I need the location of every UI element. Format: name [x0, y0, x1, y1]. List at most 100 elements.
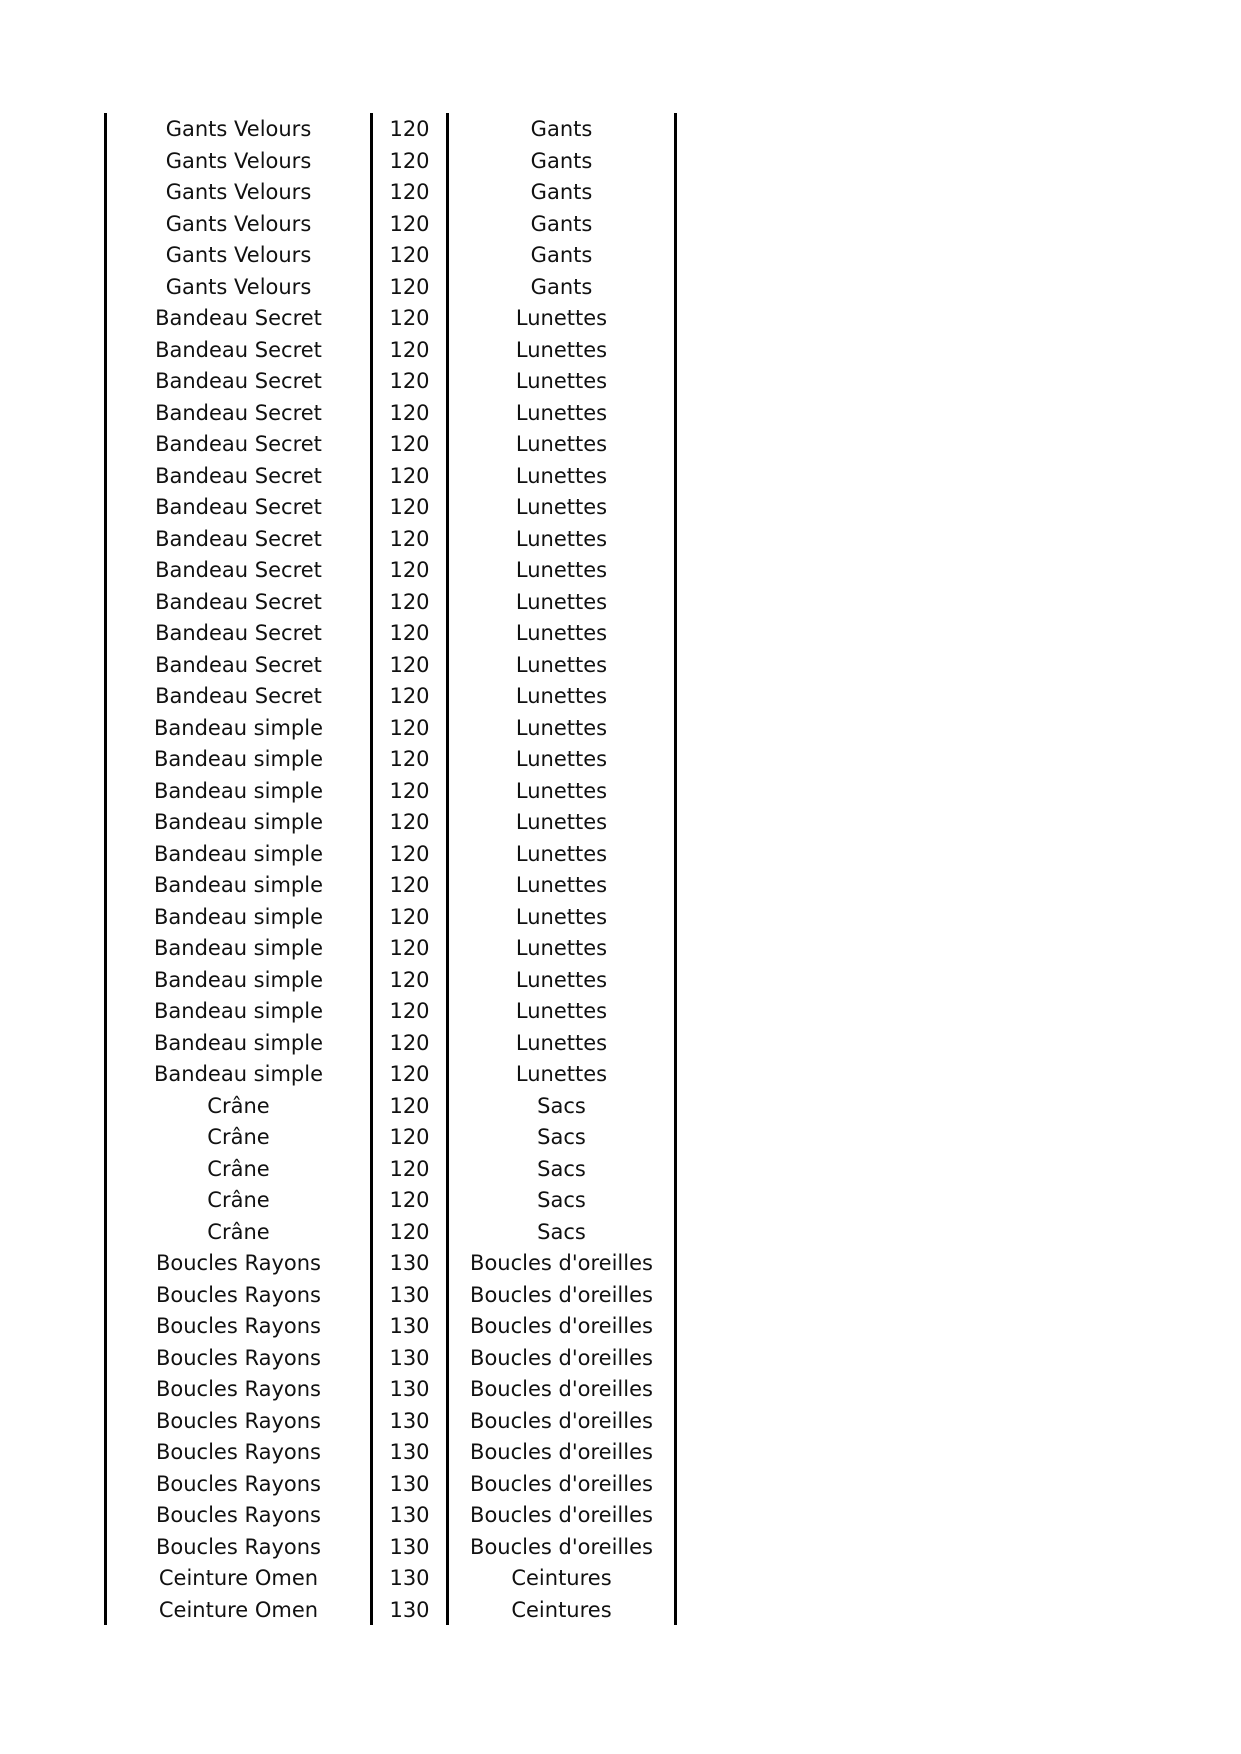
item-price: 130	[389, 1282, 430, 1307]
item-price: 120	[389, 369, 430, 393]
item-category: Lunettes	[515, 526, 608, 551]
item-name: Bandeau simple	[153, 1062, 323, 1086]
item-price: 120	[389, 999, 430, 1023]
item-category: Lunettes	[515, 495, 608, 519]
item-category: Sacs	[537, 1188, 586, 1212]
table-border	[104, 113, 107, 1625]
item-category: Lunettes	[515, 715, 608, 740]
item-name: Boucles Rayons	[155, 1471, 321, 1496]
item-category: Boucles d'oreilles	[470, 1471, 653, 1496]
item-name: Boucles Rayons	[155, 1440, 321, 1464]
item-price: 130	[389, 1408, 430, 1433]
item-name: Gants Velours	[165, 211, 312, 236]
item-name: Bandeau Secret	[155, 558, 322, 582]
item-category: Boucles d'oreilles	[470, 1314, 653, 1338]
item-price: 130	[389, 1440, 430, 1464]
item-name: Bandeau simple	[153, 841, 323, 866]
item-category: Gants	[530, 243, 593, 267]
item-category: Gants	[530, 274, 593, 299]
item-name: Ceinture Omen	[158, 1597, 319, 1622]
item-price: 120	[389, 211, 430, 236]
item-price: 120	[389, 180, 430, 204]
item-price: 130	[389, 1377, 430, 1401]
item-name: Bandeau Secret	[155, 400, 322, 425]
item-price: 120	[389, 558, 430, 582]
item-name: Bandeau Secret	[155, 684, 322, 708]
item-name: Bandeau simple	[153, 999, 323, 1023]
item-category: Sacs	[537, 1093, 586, 1118]
item-price: 120	[389, 148, 430, 173]
item-name: Boucles Rayons	[155, 1408, 321, 1433]
item-name: Boucles Rayons	[155, 1377, 321, 1401]
item-category: Lunettes	[515, 904, 608, 929]
item-name: Crâne	[207, 1093, 270, 1118]
item-name: Crâne	[207, 1219, 270, 1244]
item-price: 120	[389, 432, 430, 456]
item-category: Lunettes	[515, 810, 608, 834]
item-price: 120	[389, 778, 430, 803]
item-category: Lunettes	[515, 684, 608, 708]
item-name: Bandeau simple	[153, 967, 323, 992]
item-price: 130	[389, 1251, 430, 1275]
item-category: Boucles d'oreilles	[470, 1503, 653, 1527]
item-name: Bandeau Secret	[155, 652, 322, 677]
item-price: 120	[389, 810, 430, 834]
item-category: Lunettes	[515, 967, 608, 992]
item-category: Gants	[530, 117, 593, 141]
item-name: Gants Velours	[165, 274, 312, 299]
item-price: 120	[389, 117, 430, 141]
item-name: Bandeau simple	[153, 747, 323, 771]
item-category: Lunettes	[515, 841, 608, 866]
item-name: Bandeau simple	[153, 936, 323, 960]
item-price: 120	[389, 274, 430, 299]
item-category: Lunettes	[515, 778, 608, 803]
table-border	[674, 113, 677, 1625]
item-category: Lunettes	[515, 747, 608, 771]
item-category: Boucles d'oreilles	[470, 1377, 653, 1401]
item-category: Lunettes	[515, 652, 608, 677]
item-category: Lunettes	[515, 621, 608, 645]
item-price: 120	[389, 967, 430, 992]
item-price: 120	[389, 337, 430, 362]
item-price: 120	[389, 1188, 430, 1212]
item-category: Lunettes	[515, 1030, 608, 1055]
column-separator	[370, 113, 373, 1625]
item-price: 130	[389, 1345, 430, 1370]
item-name: Bandeau Secret	[155, 432, 322, 456]
item-name: Boucles Rayons	[155, 1251, 321, 1275]
item-name: Bandeau Secret	[155, 306, 322, 330]
item-price: 120	[389, 526, 430, 551]
item-price: 130	[389, 1314, 430, 1338]
item-name: Bandeau simple	[153, 1030, 323, 1055]
item-category: Lunettes	[515, 873, 608, 897]
item-name: Bandeau simple	[153, 873, 323, 897]
item-category: Lunettes	[515, 558, 608, 582]
item-price: 120	[389, 841, 430, 866]
item-name: Crâne	[207, 1156, 270, 1181]
item-category: Boucles d'oreilles	[470, 1345, 653, 1370]
item-category: Boucles d'oreilles	[470, 1251, 653, 1275]
item-category: Lunettes	[515, 589, 608, 614]
item-name: Boucles Rayons	[155, 1314, 321, 1338]
item-category: Lunettes	[515, 306, 608, 330]
item-name: Crâne	[207, 1188, 270, 1212]
item-price: 120	[389, 684, 430, 708]
item-name: Bandeau Secret	[155, 337, 322, 362]
item-price: 120	[389, 1219, 430, 1244]
item-name: Bandeau Secret	[155, 463, 322, 488]
item-name: Bandeau simple	[153, 715, 323, 740]
item-name: Boucles Rayons	[155, 1534, 321, 1559]
item-price: 120	[389, 400, 430, 425]
item-name: Gants Velours	[165, 243, 312, 267]
item-name: Boucles Rayons	[155, 1503, 321, 1527]
item-name: Bandeau Secret	[155, 589, 322, 614]
item-price: 120	[389, 1093, 430, 1118]
item-category: Sacs	[537, 1156, 586, 1181]
item-category: Lunettes	[515, 1062, 608, 1086]
item-price: 120	[389, 463, 430, 488]
item-name: Gants Velours	[165, 117, 312, 141]
item-category: Ceintures	[511, 1597, 612, 1622]
item-price: 120	[389, 652, 430, 677]
item-category: Lunettes	[515, 936, 608, 960]
item-category: Gants	[530, 180, 593, 204]
